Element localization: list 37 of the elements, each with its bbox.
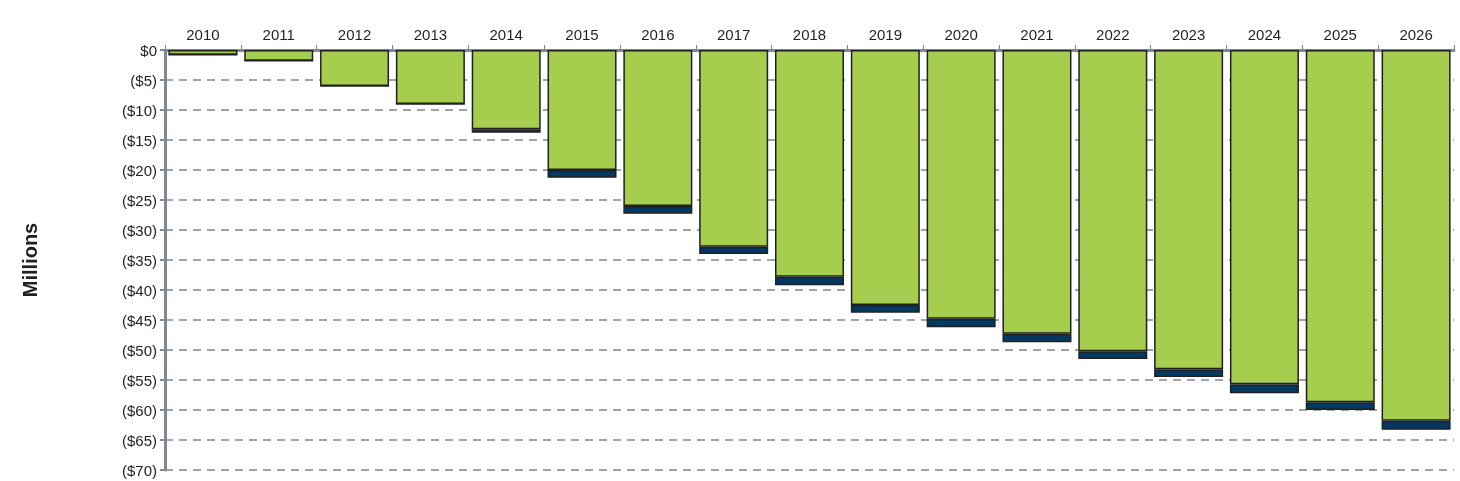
x-tick-label: 2016	[641, 26, 675, 43]
y-tick-label: ($35)	[121, 251, 157, 269]
x-tick-label: 2020	[944, 26, 978, 43]
y-tick-label: ($55)	[121, 371, 157, 389]
x-tick-label: 2014	[489, 26, 523, 43]
y-tick-label: ($65)	[121, 431, 157, 449]
x-tick-label: 2013	[413, 26, 448, 43]
x-tick-label: 2018	[792, 26, 827, 43]
x-tick-label: 2010	[186, 26, 220, 43]
y-tick-label: ($15)	[121, 131, 157, 149]
bar	[471, 50, 541, 130]
x-tick-label: 2023	[1171, 26, 1206, 43]
x-tick-label: 2022	[1096, 26, 1130, 43]
x-tick-label: 2019	[868, 26, 903, 43]
y-tick-label: ($45)	[121, 311, 157, 329]
x-tick-label: 2024	[1247, 26, 1282, 43]
x-tick-label: 2011	[262, 26, 295, 43]
x-tick-label: 2025	[1323, 26, 1357, 43]
x-tick-label: 2026	[1399, 26, 1433, 43]
x-tick-label: 2012	[337, 26, 372, 43]
y-tick-label: ($50)	[121, 341, 157, 359]
y-tick-label: ($10)	[121, 101, 157, 119]
x-tick-label: 2021	[1020, 26, 1054, 43]
y-tick-label: ($5)	[130, 71, 157, 89]
y-tick-label: ($20)	[121, 161, 157, 179]
x-tick-label: 2015	[565, 26, 599, 43]
bar	[244, 50, 314, 61]
bar	[320, 50, 390, 86]
x-tick-label: 2017	[716, 26, 751, 43]
y-tick-label: ($25)	[121, 191, 157, 209]
y-tick-label: ($30)	[121, 221, 157, 239]
y-tick-label: ($60)	[121, 401, 157, 419]
y-tick-label: ($40)	[121, 281, 157, 299]
y-axis-title: Millions	[19, 222, 41, 298]
y-tick-label: $0	[140, 41, 157, 59]
bar	[395, 50, 465, 104]
y-tick-label: ($70)	[121, 461, 157, 479]
